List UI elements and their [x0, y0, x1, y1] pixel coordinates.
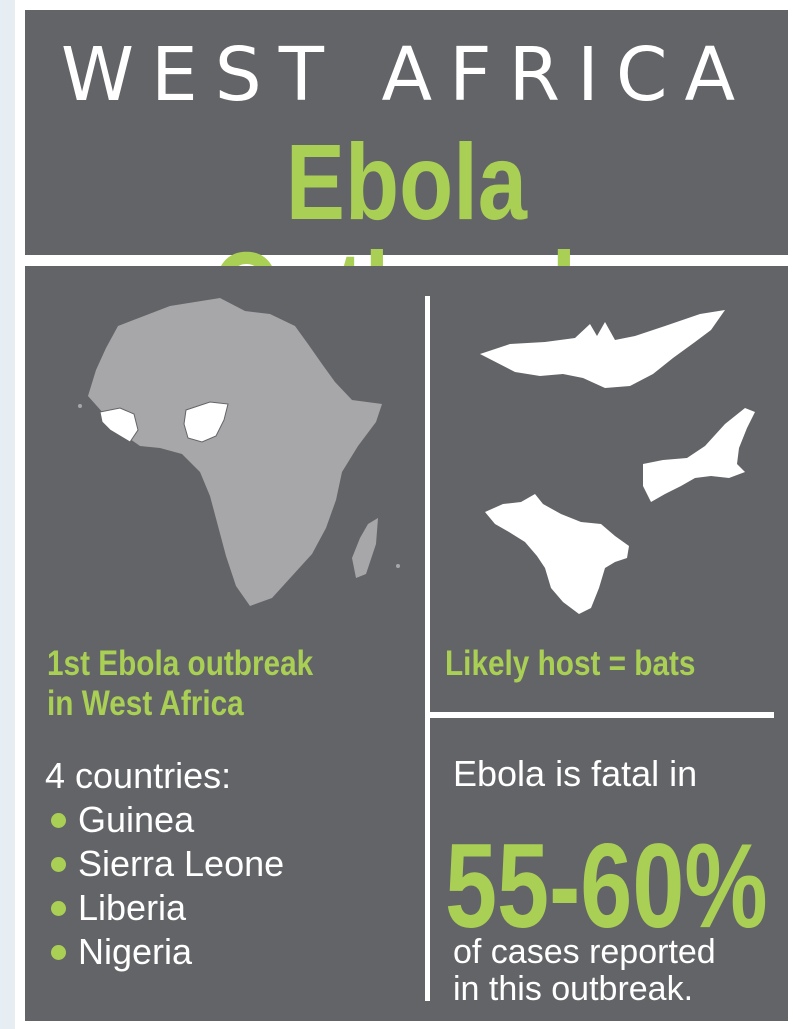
- likely-host-heading: Likely host = bats: [445, 644, 696, 683]
- bat-top: [480, 310, 725, 388]
- first-outbreak-heading-line1: 1st Ebola outbreak: [47, 644, 314, 683]
- first-outbreak-heading-line2: in West Africa: [47, 684, 244, 723]
- africa-map-icon: [78, 298, 400, 606]
- fatality-outro: of cases reported in this outbreak.: [453, 934, 716, 1008]
- mauritius: [396, 564, 400, 568]
- country-item: Liberia: [45, 886, 284, 930]
- country-name: Sierra Leone: [78, 843, 285, 884]
- guinea-sierra-leone-liberia-highlight: [99, 407, 139, 443]
- fatality-outro-line2: in this outbreak.: [453, 970, 694, 1008]
- bullet-dot-icon: [51, 944, 66, 960]
- cape-verde: [78, 404, 82, 408]
- country-item: Guinea: [45, 798, 284, 842]
- countries-block: 4 countries: Guinea Sierra Leone Liberia…: [45, 754, 284, 974]
- first-outbreak-heading: 1st Ebola outbreak in West Africa: [47, 644, 404, 724]
- nigeria-highlight: [183, 401, 229, 443]
- country-name: Liberia: [78, 887, 187, 928]
- title-banner: WEST AFRICA Ebola Outbreak: [25, 10, 788, 344]
- country-item: Nigeria: [45, 930, 284, 974]
- africa-continent: [88, 298, 382, 606]
- country-name: Guinea: [78, 799, 195, 840]
- content-panel: 1st Ebola outbreak in West Africa Likely…: [25, 266, 788, 1021]
- horizontal-divider: [430, 712, 774, 718]
- fatality-outro-line1: of cases reported: [453, 933, 716, 971]
- fatality-percentage: 55-60%: [445, 819, 768, 953]
- bat-right: [643, 408, 755, 502]
- fatality-intro: Ebola is fatal in: [453, 753, 698, 794]
- country-item: Sierra Leone: [45, 842, 284, 886]
- countries-list: Guinea Sierra Leone Liberia Nigeria: [45, 798, 284, 974]
- bullet-dot-icon: [51, 900, 66, 916]
- bullet-dot-icon: [51, 812, 66, 828]
- country-name: Nigeria: [78, 931, 193, 972]
- countries-label: 4 countries:: [45, 755, 232, 796]
- bullet-dot-icon: [51, 856, 66, 872]
- vertical-divider: [425, 296, 430, 1001]
- bat-bottom: [485, 494, 629, 614]
- madagascar: [352, 518, 378, 578]
- title-region: WEST AFRICA: [60, 32, 753, 118]
- bat-silhouettes-icon: [480, 310, 755, 614]
